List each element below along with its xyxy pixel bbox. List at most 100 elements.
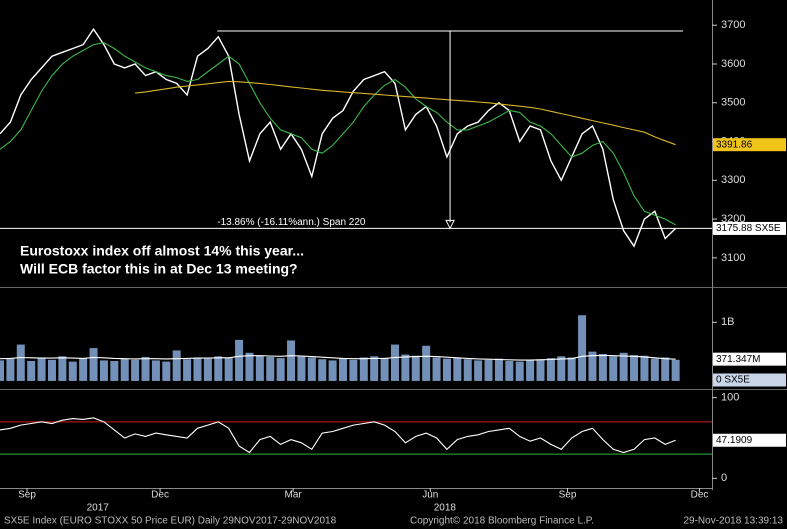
last-value-box [713, 138, 786, 152]
volume-bar [68, 361, 77, 381]
volume-bar [484, 359, 493, 381]
series-line [0, 27, 677, 248]
footer-right: 29-Nov-2018 13:39:13 [683, 516, 783, 527]
volume-bar [328, 360, 337, 381]
note: Eurostoxx index off almost 14% this year… [20, 243, 304, 259]
last-value-box [713, 352, 786, 366]
volume-bar [463, 359, 472, 381]
volume-bar [99, 360, 108, 381]
volume-bar [411, 355, 420, 381]
last-value-label: 3175.88 SX5E [716, 223, 781, 234]
volume-bar [287, 340, 296, 381]
y-tick-label: 3700 [721, 19, 745, 31]
y-tick-label: 3300 [721, 174, 745, 186]
last-value-box [713, 221, 786, 235]
volume-bar [494, 358, 503, 381]
y-tick-label: 1B [721, 316, 734, 328]
volume-bar [546, 358, 555, 381]
volume-bar [162, 361, 171, 381]
last-value-box [713, 433, 786, 447]
volume-bar [151, 360, 160, 381]
volume-bar [422, 345, 431, 381]
volume-bar [390, 344, 399, 381]
volume-bar [453, 358, 462, 381]
volume-bar [214, 356, 223, 381]
volume-bar [266, 356, 275, 381]
x-tick-label: Mar [284, 490, 302, 501]
volume-bar [193, 357, 202, 381]
volume-bar [370, 356, 379, 381]
footer-center: Copyright© 2018 Bloomberg Finance L.P. [410, 516, 594, 527]
volume-bar [505, 361, 514, 381]
y-tick-label: 3100 [721, 252, 745, 264]
y-tick-label: 3500 [721, 97, 745, 109]
volume-bar [79, 358, 88, 381]
volume-bar [401, 354, 410, 381]
y-tick-label: 100 [721, 392, 739, 404]
x-tick-label: Sep [18, 490, 36, 501]
volume-bar [650, 358, 659, 381]
volume-bar [110, 361, 119, 381]
series-line [135, 80, 676, 146]
volume-bar [172, 350, 181, 381]
volume-bar [359, 357, 368, 381]
note: Will ECB factor this in at Dec 13 meetin… [20, 261, 298, 277]
x-tick-label: Dec [691, 490, 709, 501]
annotation-text: -13.86% (-16.11%ann.) Span 220 [217, 217, 366, 228]
volume-bar [89, 348, 98, 381]
series-line [0, 354, 676, 361]
last-value-box [713, 373, 786, 387]
volume-bar [515, 361, 524, 381]
volume-bar [58, 356, 67, 381]
volume-bar [245, 352, 254, 381]
volume-bar [297, 356, 306, 381]
volume-bar [349, 359, 358, 381]
volume-bar [339, 358, 348, 381]
volume-bar [307, 357, 316, 381]
volume-bar [0, 360, 4, 381]
volume-bar [37, 357, 46, 381]
volume-bar [609, 356, 618, 381]
volume-bar [536, 359, 545, 381]
last-value-label: 0 SX5E [716, 375, 750, 386]
volume-bar [47, 359, 56, 381]
volume-bar [6, 358, 15, 381]
volume-bar [27, 361, 36, 381]
volume-bar [183, 359, 192, 381]
series-line [0, 42, 676, 226]
volume-bar [131, 359, 140, 381]
volume-bar [567, 357, 576, 381]
series-line [0, 417, 676, 454]
volume-bar [120, 358, 129, 381]
volume-bar [630, 355, 639, 381]
y-tick-label: 3600 [721, 58, 745, 70]
volume-bar [276, 358, 285, 381]
x-tick-label: Dec [151, 490, 169, 501]
volume-bar [557, 356, 566, 381]
volume-bar [224, 358, 233, 381]
last-value-label: 3391.86 [716, 139, 753, 150]
volume-bar [661, 357, 670, 381]
x-year-label: 2018 [434, 503, 457, 514]
volume-bar [380, 358, 389, 381]
volume-bar [619, 352, 628, 381]
volume-bar [235, 339, 244, 381]
x-tick-label: Sep [559, 490, 577, 501]
volume-bar [203, 358, 212, 381]
volume-bar [474, 360, 483, 381]
volume-bar [141, 356, 150, 381]
volume-bar [526, 359, 535, 381]
volume-bar [16, 344, 25, 381]
volume-bar [318, 359, 327, 381]
volume-bar [588, 351, 597, 381]
volume-bar [432, 357, 441, 381]
volume-bar [442, 358, 451, 381]
footer-left: SX5E Index (EURO STOXX 50 Price EUR) Dai… [4, 516, 337, 527]
last-value-label: 371.347M [716, 354, 760, 365]
volume-bar [578, 315, 587, 381]
arrow-head [445, 219, 455, 230]
y-tick-label: 0 [721, 472, 727, 484]
volume-bar [598, 353, 607, 381]
